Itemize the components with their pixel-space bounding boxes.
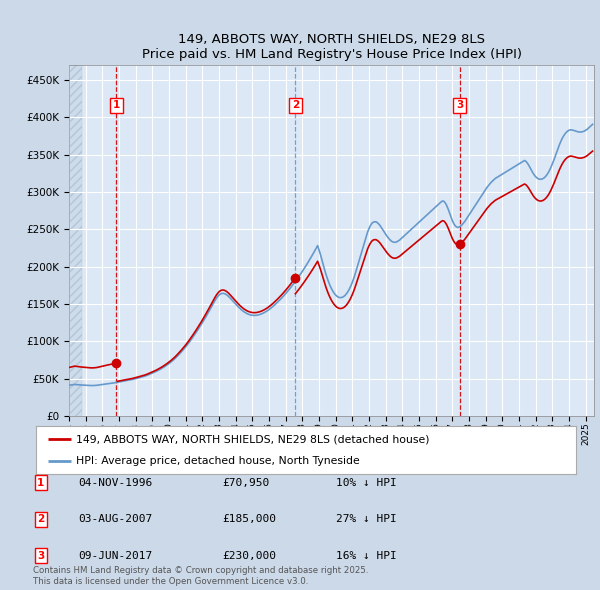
Text: £185,000: £185,000 <box>222 514 276 524</box>
Text: HPI: Average price, detached house, North Tyneside: HPI: Average price, detached house, Nort… <box>77 456 360 466</box>
Text: 2: 2 <box>37 514 44 524</box>
Title: 149, ABBOTS WAY, NORTH SHIELDS, NE29 8LS
Price paid vs. HM Land Registry's House: 149, ABBOTS WAY, NORTH SHIELDS, NE29 8LS… <box>142 33 521 61</box>
Text: 09-JUN-2017: 09-JUN-2017 <box>78 551 152 560</box>
Text: 16% ↓ HPI: 16% ↓ HPI <box>336 551 397 560</box>
Text: 1: 1 <box>37 478 44 487</box>
Text: £230,000: £230,000 <box>222 551 276 560</box>
Text: 2: 2 <box>292 100 299 110</box>
Text: 04-NOV-1996: 04-NOV-1996 <box>78 478 152 487</box>
Text: 3: 3 <box>37 551 44 560</box>
Text: Contains HM Land Registry data © Crown copyright and database right 2025.
This d: Contains HM Land Registry data © Crown c… <box>33 566 368 586</box>
Text: 1: 1 <box>113 100 120 110</box>
Text: 10% ↓ HPI: 10% ↓ HPI <box>336 478 397 487</box>
Text: 27% ↓ HPI: 27% ↓ HPI <box>336 514 397 524</box>
Text: £70,950: £70,950 <box>222 478 269 487</box>
Text: 149, ABBOTS WAY, NORTH SHIELDS, NE29 8LS (detached house): 149, ABBOTS WAY, NORTH SHIELDS, NE29 8LS… <box>77 434 430 444</box>
Text: 3: 3 <box>456 100 463 110</box>
Text: 03-AUG-2007: 03-AUG-2007 <box>78 514 152 524</box>
